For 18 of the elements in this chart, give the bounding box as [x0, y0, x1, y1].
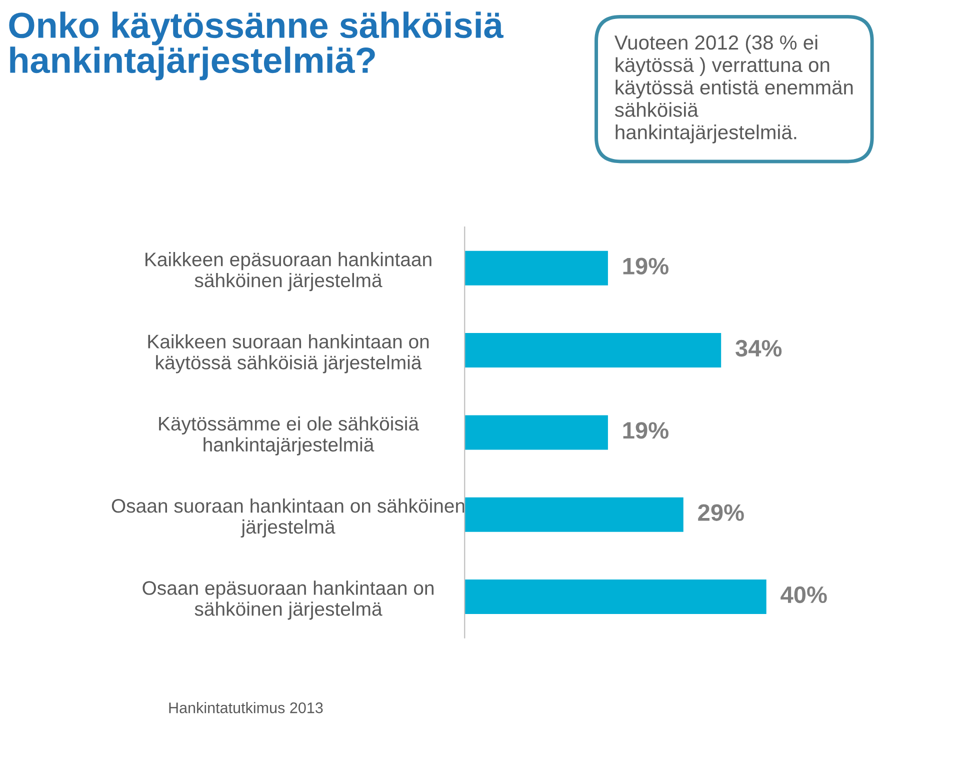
data-label: 19%: [623, 258, 668, 274]
text: Vuoteen 2012 (38 % ei käytössä ) verrattuna on käytössä entistä enemmän sähköisiä hankintajärjestelmiä.: [614, 34, 853, 144]
y-tick-label: Kaikkeen suoraan hankintaan on käytössä sähköisiä järjestelmiä: [148, 334, 429, 374]
bar: [464, 415, 608, 450]
y-tick-label: Osaan epäsuoraan hankintaan on sähköinen järjestelmä: [142, 580, 434, 620]
y-tick-label: Käytössämme ei ole sähköisiä hankintajärjestelmiä: [159, 416, 420, 456]
bar: [464, 580, 766, 614]
bar: [464, 333, 722, 368]
data-label: 19%: [623, 422, 668, 439]
y-tick-label: Osaan suoraan hankintaan on sähköinen järjestelmä: [112, 498, 464, 538]
bar: [464, 497, 684, 532]
text: Hankintatutkimus 2013: [169, 702, 323, 714]
data-label: 34%: [736, 340, 782, 357]
chart-title: Onko käytössänne sähköisiä hankintajärjestelmiä?: [9, 12, 504, 80]
data-label: 29%: [698, 504, 744, 521]
data-label: 40%: [780, 586, 827, 604]
bar: [464, 250, 608, 286]
y-tick-label: Kaikkeen epäsuoraan hankintaan sähköinen järjestelmä: [146, 252, 432, 292]
